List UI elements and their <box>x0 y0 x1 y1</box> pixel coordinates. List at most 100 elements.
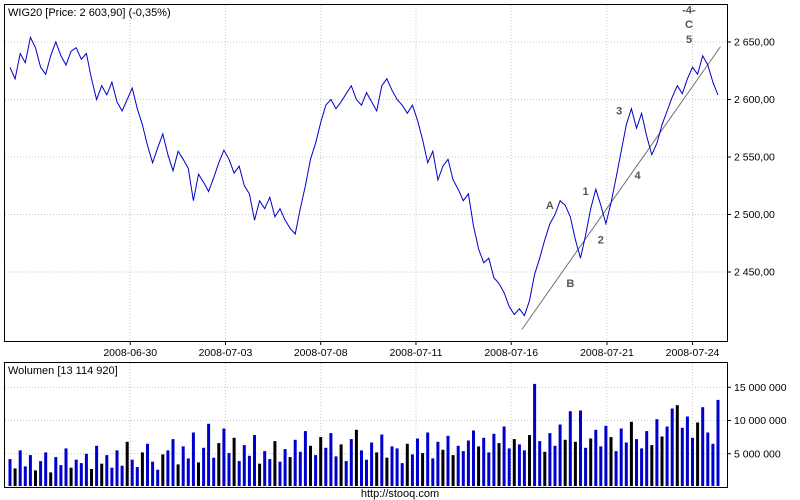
volume-bar <box>253 435 256 486</box>
volume-bar <box>64 448 68 486</box>
volume-bar <box>706 432 710 486</box>
volume-bar <box>263 451 267 486</box>
volume-bar <box>293 439 297 486</box>
wave-label-B: B <box>566 278 574 290</box>
volume-bar <box>421 453 425 486</box>
footer-link[interactable]: http://stooq.com <box>361 488 439 500</box>
volume-bar <box>227 453 231 486</box>
volume-bar <box>334 456 338 486</box>
volume-bar <box>314 455 318 486</box>
volume-bar <box>497 443 501 486</box>
volume-bar <box>156 469 160 486</box>
volume-bar <box>186 458 190 486</box>
wave-label-5: 5 <box>686 34 692 46</box>
volume-bar <box>711 443 715 486</box>
volume-bar <box>283 449 287 486</box>
volume-bar <box>410 454 414 486</box>
volume-bar <box>461 451 465 486</box>
volume-bar <box>680 427 684 486</box>
volume-bar <box>609 437 613 486</box>
volume-bar <box>405 443 409 486</box>
volume-bar <box>390 446 394 486</box>
volume-bar <box>456 445 460 486</box>
volume-bar <box>303 431 307 486</box>
date-tick-label: 2008-07-21 <box>580 347 634 359</box>
volume-bar <box>512 439 516 486</box>
volume-bar <box>207 423 211 486</box>
volume-bar <box>258 463 262 486</box>
volume-panel-title: Wolumen [13 114 920] <box>8 365 118 377</box>
volume-bar <box>716 399 720 486</box>
wave-label-A: A <box>546 200 554 212</box>
volume-bar <box>385 457 389 486</box>
price-panel-title: WIG20 [Price: 2 603,90] (-0,35%) <box>8 7 171 19</box>
volume-bar <box>579 410 582 486</box>
volume-bar <box>360 450 363 486</box>
volume-bar <box>84 453 88 486</box>
volume-bar <box>584 447 588 486</box>
volume-bar <box>197 462 200 486</box>
volume-bar <box>426 432 430 486</box>
volume-bar <box>110 467 114 486</box>
volume-bar <box>54 457 58 486</box>
volume-bar <box>400 463 404 486</box>
volume-bar <box>548 433 552 486</box>
volume-bar <box>135 467 139 486</box>
volume-bar <box>441 449 445 486</box>
wave-annotations: A B 1 2 3 4 -4- C 5 <box>546 4 696 290</box>
date-tick-label: 2008-07-08 <box>294 347 348 359</box>
price-y-tick-label: 2 550,00 <box>734 151 775 163</box>
volume-bar <box>247 455 251 487</box>
volume-bar <box>650 445 654 486</box>
volume-bar <box>696 422 700 486</box>
wave-label-4: 4 <box>634 170 641 182</box>
volume-bar <box>563 439 567 486</box>
volume-bar <box>202 447 206 486</box>
volume-bar <box>95 445 99 486</box>
volume-bar <box>130 459 134 486</box>
wave-label--4-: -4- <box>682 4 696 16</box>
volume-bar <box>477 446 481 486</box>
volume-bar <box>685 416 689 486</box>
volume-bar <box>74 459 78 486</box>
volume-bar <box>100 463 104 486</box>
volume-bar <box>13 468 17 486</box>
date-tick-label: 2008-06-30 <box>103 347 157 359</box>
date-axis-labels: 2008-06-30 2008-07-03 2008-07-08 2008-07-11… <box>103 341 720 359</box>
volume-bar <box>472 430 475 486</box>
volume-bar <box>533 383 537 486</box>
price-panel-border <box>4 4 728 342</box>
price-y-tick-label: 2 650,00 <box>734 36 775 48</box>
volume-bar <box>380 434 384 486</box>
date-tick-label: 2008-07-24 <box>666 347 720 359</box>
volume-bar <box>79 463 83 486</box>
volume-bar <box>436 441 440 486</box>
volume-bar <box>90 469 93 486</box>
volume-bar <box>115 450 119 486</box>
volume-bar <box>635 439 638 486</box>
volume-bar <box>268 459 272 486</box>
volume-bar <box>482 437 486 486</box>
trendline <box>521 46 721 330</box>
volume-bar <box>701 407 705 486</box>
volume-bar <box>365 459 368 486</box>
volume-panel-border <box>4 362 728 488</box>
volume-bar <box>288 457 292 486</box>
wave-label-3: 3 <box>616 106 622 118</box>
volume-bar <box>670 408 674 486</box>
volume-bar <box>619 428 623 486</box>
volume-bar <box>273 441 277 486</box>
volume-bar <box>640 448 644 486</box>
volume-bar <box>395 448 399 486</box>
volume-bar <box>492 433 496 486</box>
date-tick-label: 2008-07-16 <box>484 347 538 359</box>
volume-bar <box>522 450 526 486</box>
volume-bar <box>298 451 302 486</box>
price-y-axis-labels: 2 650,00 2 600,00 2 550,00 2 500,00 2 450,00 <box>727 36 775 278</box>
volume-bar <box>431 458 435 486</box>
volume-bar <box>553 445 557 486</box>
volume-bar <box>324 447 328 486</box>
volume-bar <box>309 445 312 486</box>
